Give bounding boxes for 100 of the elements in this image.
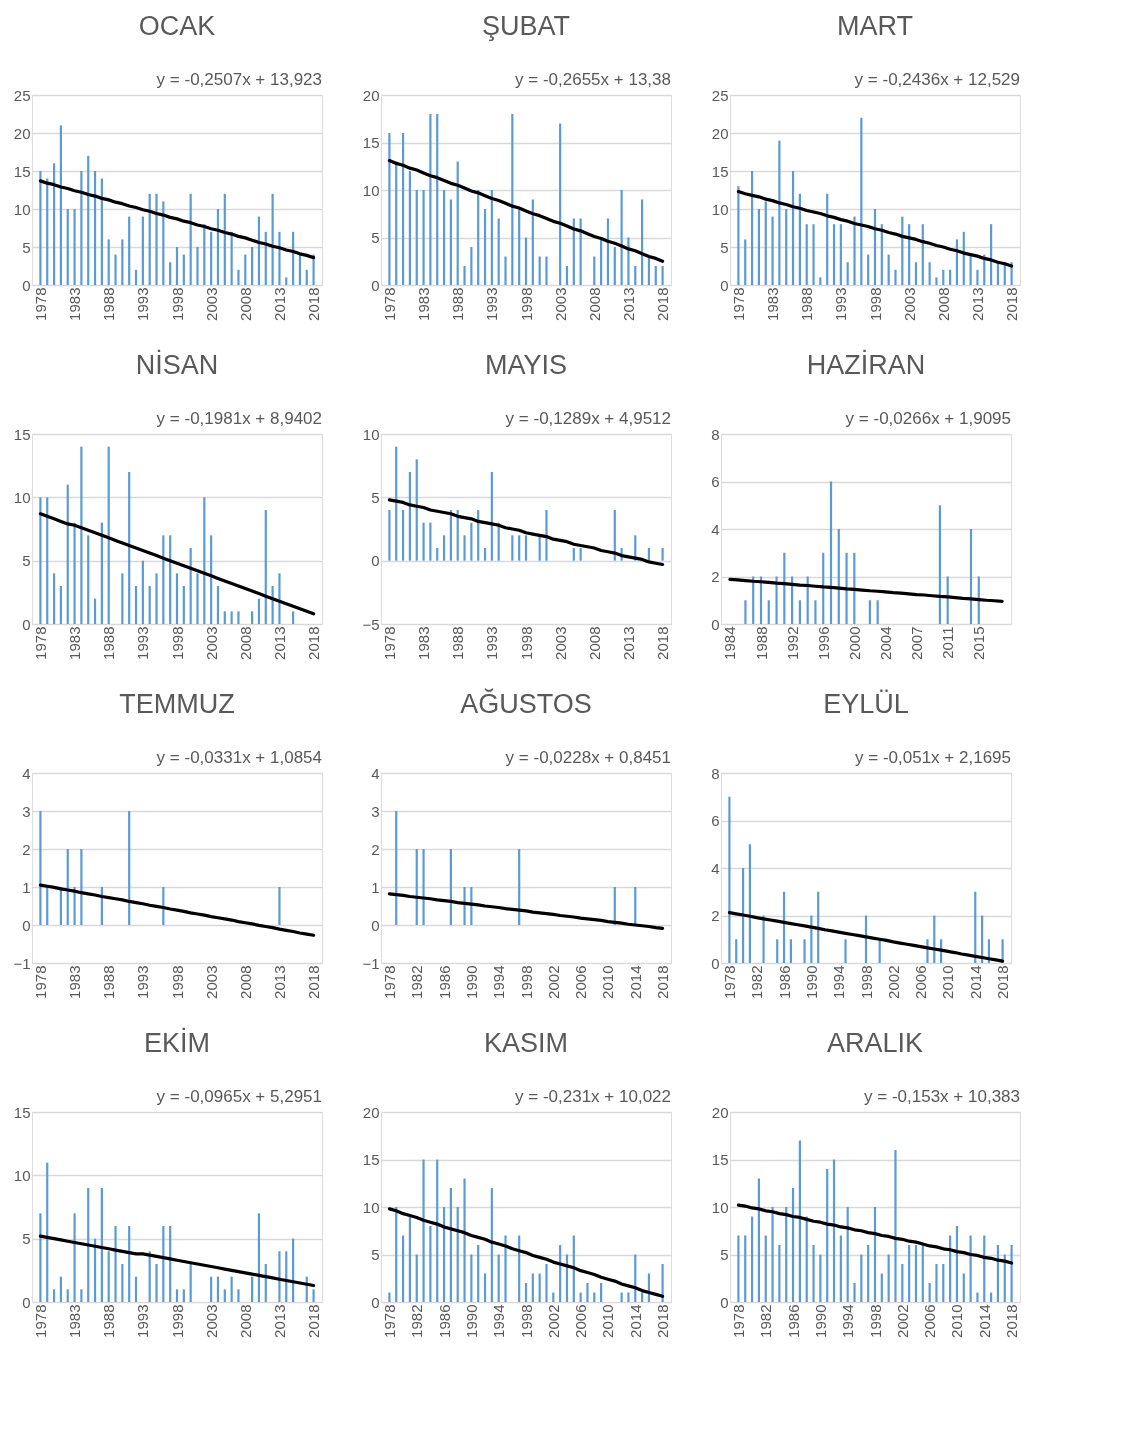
y-tick-label: 0	[371, 1293, 380, 1311]
y-tick-label: 4	[22, 764, 31, 782]
bar	[928, 1283, 931, 1302]
bar	[196, 573, 199, 624]
x-tick-label: 1998	[866, 1304, 884, 1338]
x-tick-label: 2008	[236, 626, 254, 660]
x-tick-label: 1996	[814, 626, 832, 660]
x-tick-label: 1994	[490, 1304, 508, 1338]
bar	[141, 560, 144, 624]
x-tick-label: 1978	[31, 287, 49, 321]
bar	[251, 611, 254, 624]
bar	[312, 1289, 315, 1302]
x-tick-label: 2011	[939, 626, 957, 659]
x-tick-label: 1998	[866, 287, 884, 321]
bar	[87, 535, 90, 624]
bar	[285, 277, 288, 285]
x-tick-label: 2008	[585, 287, 603, 321]
bar	[949, 269, 952, 285]
bar	[223, 611, 226, 624]
bar	[182, 254, 185, 285]
x-tick-label: 2007	[908, 626, 926, 660]
y-tick-label: 10	[13, 200, 31, 218]
bar	[728, 796, 731, 963]
x-tick-label: 1978	[380, 1304, 398, 1338]
y-tick-label: 4	[711, 520, 720, 538]
bar	[853, 216, 856, 285]
bar	[80, 1289, 83, 1302]
bar	[627, 237, 630, 285]
x-tick-label: 2003	[202, 287, 220, 321]
x-tick-label: 2010	[599, 1304, 617, 1338]
bar	[305, 269, 308, 285]
x-tick-label: 2018	[305, 965, 323, 999]
chart-title: NİSAN	[135, 349, 219, 380]
y-tick-label: 15	[13, 1103, 31, 1121]
y-tick-label: 0	[371, 552, 380, 570]
y-tick-label: 4	[711, 859, 720, 877]
x-tick-label: 1990	[811, 1304, 829, 1338]
x-tick-label: 1993	[134, 1304, 152, 1338]
bar	[887, 254, 890, 285]
chart-title: ARALIK	[826, 1028, 924, 1058]
x-tick-label: 2018	[654, 965, 672, 999]
bar	[134, 269, 138, 285]
x-tick-label: 1986	[435, 1304, 453, 1338]
text: y = -0,0331x + 1,0854	[156, 748, 322, 767]
y-tick-label: 0	[22, 1293, 31, 1311]
y-tick-label: 0	[22, 916, 31, 934]
y-tick-label: 10	[362, 181, 380, 199]
bar	[627, 1292, 630, 1302]
x-tick-label: 2008	[585, 626, 603, 660]
text: y = -0,051x + 2,1695	[855, 748, 1011, 767]
x-tick-label: 1983	[415, 287, 433, 321]
x-tick-label: 1978	[720, 965, 738, 999]
y-tick-label: 25	[13, 86, 31, 104]
bar	[237, 269, 240, 285]
x-tick-label: 1998	[168, 1304, 186, 1338]
text: y = -0,1981x + 8,9402	[156, 409, 322, 428]
bar	[442, 535, 446, 561]
bar	[661, 548, 664, 561]
bar	[812, 1245, 815, 1302]
bar	[737, 1235, 740, 1302]
bar	[798, 600, 801, 624]
x-tick-label: 2013	[270, 626, 288, 660]
bar	[148, 586, 151, 624]
x-tick-label: 1993	[483, 626, 501, 660]
x-tick-label: 1988	[100, 287, 118, 321]
bar	[223, 1289, 226, 1302]
bar	[845, 552, 848, 624]
x-tick-label: 1983	[764, 287, 782, 321]
chart-title: MAYIS	[484, 350, 568, 380]
x-tick-label: 1998	[517, 626, 535, 660]
bar	[942, 1264, 945, 1302]
x-tick-label: 1993	[483, 287, 501, 321]
line-series	[736, 189, 1014, 268]
bar	[1010, 1245, 1013, 1302]
chart-title: ŞUBAT	[481, 11, 571, 41]
y-tick-label: 15	[711, 1151, 729, 1168]
x-tick-label: 1983	[415, 626, 433, 660]
bar	[114, 1226, 117, 1302]
x-tick-label: 1998	[517, 1304, 535, 1338]
bar	[52, 1289, 56, 1302]
x-tick-label: 2018	[994, 965, 1012, 999]
bar	[921, 1245, 924, 1302]
bar	[914, 262, 918, 285]
bar	[408, 1216, 411, 1302]
bar	[429, 522, 432, 561]
x-tick-label: 1978	[729, 287, 747, 321]
bar	[812, 224, 815, 285]
x-tick-label: 2014	[975, 1304, 993, 1338]
bar	[661, 1264, 664, 1302]
bar	[73, 209, 76, 285]
y-tick-label: 5	[371, 1246, 380, 1263]
bar	[497, 218, 500, 285]
x-tick-label: 2018	[1003, 1304, 1021, 1338]
text: y = -0,2655x + 13,38	[515, 70, 671, 89]
bar	[422, 522, 425, 561]
bar	[278, 1251, 281, 1302]
bar	[408, 171, 411, 285]
bar	[868, 600, 871, 624]
x-tick-label: 2013	[619, 626, 637, 660]
bar	[442, 190, 446, 285]
